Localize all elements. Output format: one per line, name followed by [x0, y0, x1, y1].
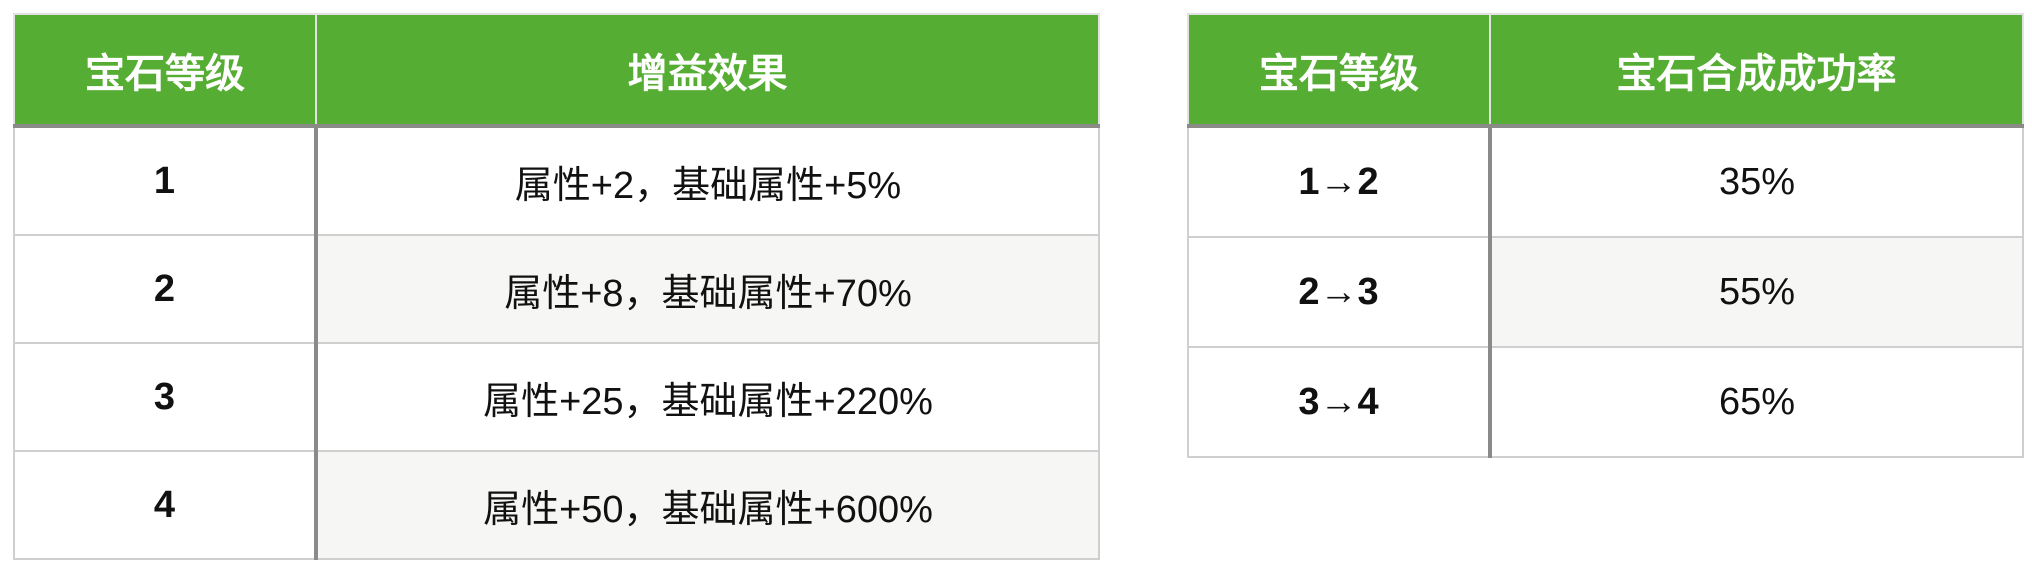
- buff-effect-cell: 属性+2，基础属性+5%: [315, 125, 1100, 236]
- gem-level-cell: 3: [13, 342, 318, 452]
- header-row: 宝石等级 宝石合成成功率: [1187, 13, 2024, 128]
- table-row: 2 属性+8，基础属性+70%: [13, 234, 1100, 344]
- gem-level-cell: 3→4: [1187, 346, 1492, 458]
- gem-level-cell: 2→3: [1187, 236, 1492, 348]
- gem-level-cell: 1→2: [1187, 125, 1492, 238]
- header-gem-level: 宝石等级: [1187, 13, 1491, 128]
- success-rate-cell: 35%: [1489, 125, 2024, 238]
- header-gem-level: 宝石等级: [13, 13, 317, 128]
- table-row: 1→2 35%: [1187, 125, 2024, 238]
- table-row: 2→3 55%: [1187, 236, 2024, 348]
- buff-effect-cell: 属性+25，基础属性+220%: [315, 342, 1100, 452]
- success-rate-cell: 55%: [1489, 236, 2024, 348]
- header-success-rate: 宝石合成成功率: [1489, 13, 2024, 128]
- success-rate-cell: 65%: [1489, 346, 2024, 458]
- table-row: 1 属性+2，基础属性+5%: [13, 125, 1100, 236]
- gem-level-cell: 4: [13, 450, 318, 560]
- table-row: 3→4 65%: [1187, 346, 2024, 458]
- header-buff-effect: 增益效果: [315, 13, 1100, 128]
- header-row: 宝石等级 增益效果: [13, 13, 1100, 128]
- table-row: 3 属性+25，基础属性+220%: [13, 342, 1100, 452]
- buff-effect-cell: 属性+50，基础属性+600%: [315, 450, 1100, 560]
- gem-synthesis-table: 宝石等级 宝石合成成功率 1→2 35% 2→3 55% 3→4 65%: [1187, 13, 2024, 458]
- gem-level-cell: 1: [13, 125, 318, 236]
- gem-level-cell: 2: [13, 234, 318, 344]
- table-row: 4 属性+50，基础属性+600%: [13, 450, 1100, 560]
- buff-effect-cell: 属性+8，基础属性+70%: [315, 234, 1100, 344]
- gem-buff-table: 宝石等级 增益效果 1 属性+2，基础属性+5% 2 属性+8，基础属性+70%…: [13, 13, 1100, 560]
